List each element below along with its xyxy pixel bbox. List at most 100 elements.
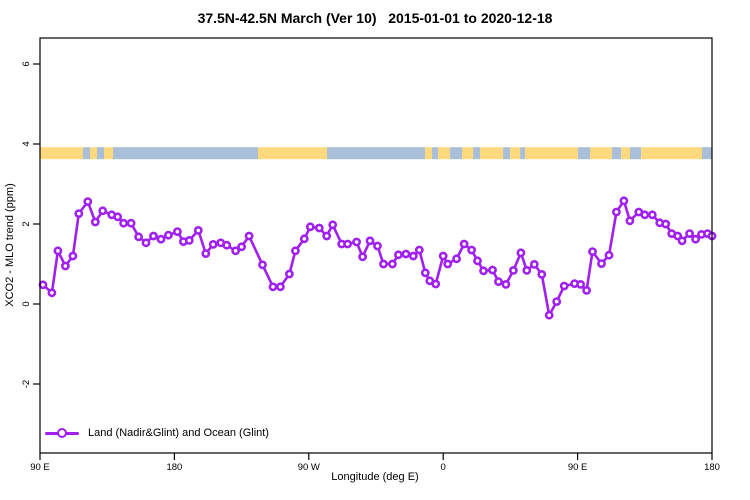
data-point-marker: [68, 251, 78, 261]
legend: Land (Nadir&Glint) and Ocean (Glint): [45, 426, 269, 440]
map-strip-segment-ocean: [113, 147, 259, 160]
data-point-marker: [83, 197, 93, 206]
data-point-marker: [119, 218, 128, 228]
data-point-marker: [90, 217, 100, 227]
data-point-marker: [365, 236, 375, 246]
data-point-marker: [61, 261, 70, 271]
data-point-marker: [184, 235, 194, 245]
data-point-marker: [379, 259, 388, 269]
map-strip: [40, 147, 712, 160]
x-tick-label: 90 E: [568, 462, 588, 473]
data-point-marker: [501, 279, 511, 289]
plot-border: [39, 37, 713, 454]
map-strip-segment-land: [510, 147, 521, 160]
data-point-marker: [459, 239, 469, 249]
y-tick-label: 4: [21, 141, 32, 146]
map-strip-segment-ocean: [432, 147, 438, 160]
data-point-marker: [163, 230, 173, 240]
data-point-marker: [685, 229, 694, 238]
data-point-marker: [516, 248, 526, 258]
data-point-marker: [473, 256, 482, 266]
data-point-marker: [588, 247, 597, 256]
data-point-marker: [408, 251, 418, 261]
data-point-marker: [647, 210, 657, 220]
data-point-marker: [358, 252, 367, 262]
data-point-marker: [172, 227, 182, 236]
data-point-marker: [582, 285, 591, 295]
series-markers: [38, 196, 717, 320]
map-strip-segment-ocean: [473, 147, 481, 160]
data-point-marker: [529, 259, 539, 269]
data-point-marker: [222, 240, 232, 250]
data-point-marker: [134, 232, 143, 242]
x-tick-label: 90 E: [30, 462, 50, 473]
data-point-marker: [47, 288, 57, 298]
map-strip-segment-land: [104, 147, 114, 160]
data-point-marker: [677, 236, 687, 246]
data-point-marker: [452, 254, 461, 264]
map-strip-segment-ocean: [578, 147, 590, 160]
data-point-marker: [38, 280, 48, 290]
data-point-marker: [193, 225, 203, 235]
data-point-marker: [509, 265, 518, 275]
data-point-marker: [443, 259, 453, 269]
map-strip-segment-land: [424, 147, 432, 160]
data-point-marker: [149, 231, 158, 241]
map-strip-segment-land: [480, 147, 504, 160]
data-point-marker: [661, 219, 671, 229]
map-strip-segment-ocean: [611, 147, 622, 160]
data-point-marker: [401, 249, 411, 259]
map-strip-segment-ocean: [83, 147, 91, 160]
data-point-marker: [597, 259, 606, 268]
data-point-marker: [113, 212, 123, 222]
data-point-marker: [74, 209, 84, 218]
data-point-marker: [494, 277, 503, 286]
x-axis-title: Longitude (deg E): [331, 471, 419, 483]
map-strip-segment-ocean: [630, 147, 642, 160]
y-tick-label: 0: [21, 301, 32, 306]
data-point-marker: [488, 265, 497, 275]
map-strip-segment-land: [258, 147, 328, 160]
data-point-marker: [244, 231, 254, 241]
map-strip-segment-land: [462, 147, 474, 160]
x-axis: 90 E 180 90 W 0 90 E 180: [30, 453, 720, 473]
data-point-marker: [268, 282, 278, 292]
data-point-marker: [352, 237, 361, 247]
data-point-marker: [126, 218, 136, 228]
chart-title: 37.5N-42.5N March (Ver 10) 2015-01-01 to…: [197, 10, 553, 26]
y-axis: -2 0 2 4 6: [21, 61, 40, 388]
data-point-marker: [691, 234, 700, 244]
data-point-marker: [522, 265, 532, 275]
map-strip-segment-land: [437, 147, 451, 160]
data-point-marker: [258, 260, 267, 270]
data-point-marker: [604, 250, 614, 260]
map-strip-segment-ocean: [701, 147, 712, 160]
data-point-marker: [156, 234, 166, 244]
data-point-marker: [284, 269, 294, 279]
data-point-marker: [576, 279, 585, 289]
y-tick-label: 2: [21, 221, 32, 226]
x-tick-label: 0: [441, 462, 446, 473]
map-strip-segment-land: [90, 147, 98, 160]
data-point-marker: [53, 246, 63, 256]
y-axis-title: XCO2 - MLO trend (ppm): [4, 183, 16, 307]
legend-open-circle-icon: [57, 428, 67, 438]
map-strip-segment-land: [525, 147, 579, 160]
data-point-marker: [328, 220, 338, 230]
data-point-marker: [537, 269, 547, 279]
data-point-marker: [619, 196, 629, 206]
data-point-marker: [314, 223, 324, 233]
data-point-marker: [552, 297, 562, 306]
map-strip-segment-ocean: [327, 147, 425, 160]
data-point-marker: [305, 222, 315, 232]
map-strip-segment-land: [589, 147, 612, 160]
map-strip-segment-land: [641, 147, 702, 160]
map-strip-segment-ocean: [97, 147, 105, 160]
data-point-marker: [640, 210, 650, 220]
x-tick-label: 180: [704, 462, 720, 473]
data-point-marker: [237, 242, 246, 252]
data-point-marker: [299, 234, 309, 244]
x-tick-label: 180: [166, 462, 182, 473]
